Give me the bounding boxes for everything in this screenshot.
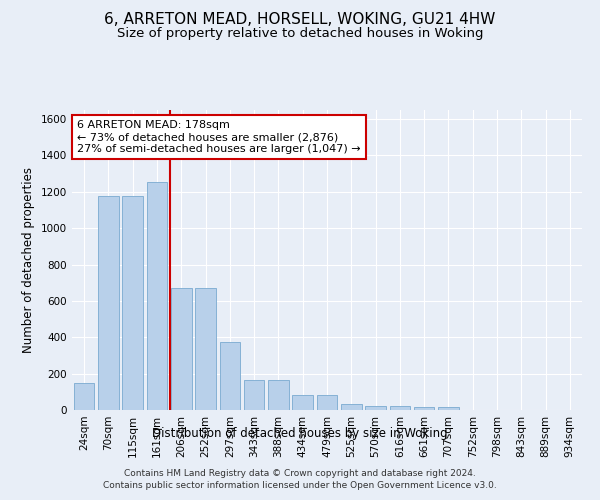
Text: Contains HM Land Registry data © Crown copyright and database right 2024.
Contai: Contains HM Land Registry data © Crown c… — [103, 469, 497, 490]
Text: Distribution of detached houses by size in Woking: Distribution of detached houses by size … — [152, 428, 448, 440]
Bar — [438, 408, 459, 410]
Y-axis label: Number of detached properties: Number of detached properties — [22, 167, 35, 353]
Bar — [292, 396, 313, 410]
Text: Size of property relative to detached houses in Woking: Size of property relative to detached ho… — [117, 28, 483, 40]
Bar — [220, 342, 240, 410]
Text: 6, ARRETON MEAD, HORSELL, WOKING, GU21 4HW: 6, ARRETON MEAD, HORSELL, WOKING, GU21 4… — [104, 12, 496, 28]
Bar — [341, 404, 362, 410]
Bar — [317, 396, 337, 410]
Bar — [146, 182, 167, 410]
Bar — [365, 406, 386, 410]
Bar — [244, 380, 265, 410]
Text: 6 ARRETON MEAD: 178sqm
← 73% of detached houses are smaller (2,876)
27% of semi-: 6 ARRETON MEAD: 178sqm ← 73% of detached… — [77, 120, 361, 154]
Bar — [389, 406, 410, 410]
Bar — [122, 196, 143, 410]
Bar — [171, 288, 191, 410]
Bar — [268, 380, 289, 410]
Bar — [74, 382, 94, 410]
Bar — [195, 288, 216, 410]
Bar — [414, 408, 434, 410]
Bar — [98, 196, 119, 410]
